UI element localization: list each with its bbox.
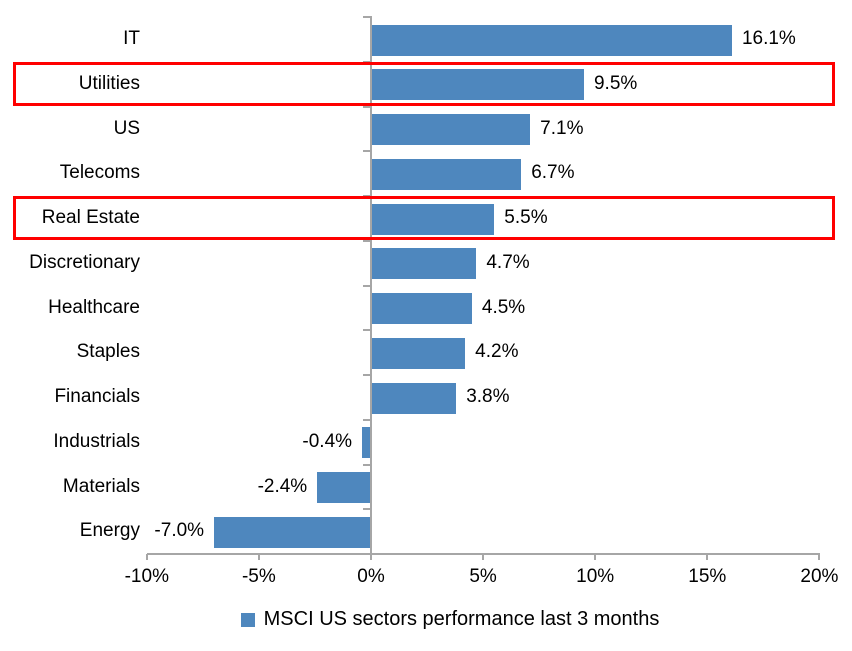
x-axis-tick-label: 15%: [688, 566, 727, 587]
x-axis-tick-label: 20%: [800, 566, 839, 587]
value-label: 5.5%: [504, 207, 548, 228]
category-axis-tick: [363, 284, 372, 287]
x-axis-tick-label: 5%: [469, 566, 497, 587]
category-axis-tick: [363, 418, 372, 421]
category-label: Healthcare: [48, 296, 140, 318]
legend-label: MSCI US sectors performance last 3 month…: [263, 608, 660, 630]
bar: [371, 337, 466, 369]
category-label: IT: [123, 28, 140, 49]
category-label: Industrials: [53, 430, 140, 452]
x-axis-tick: [706, 554, 709, 560]
bar: [371, 293, 472, 324]
value-label: 7.1%: [540, 117, 584, 139]
category-axis-tick: [363, 463, 372, 466]
category-axis-tick: [363, 508, 372, 511]
value-label: 9.5%: [593, 72, 638, 94]
bar: [371, 24, 732, 56]
category-label: Staples: [76, 341, 140, 363]
x-axis-tick-label: 0%: [357, 566, 385, 587]
x-axis-tick: [145, 554, 148, 560]
x-axis-tick: [257, 554, 260, 560]
x-axis-tick-label: -5%: [241, 566, 276, 587]
value-label: -0.4%: [302, 430, 353, 452]
x-axis-tick-label: -10%: [124, 566, 169, 587]
category-label: Discretionary: [29, 251, 140, 273]
value-label: -7.0%: [154, 520, 205, 542]
bar: [371, 248, 477, 280]
x-axis-tick: [594, 554, 597, 560]
value-label: 4.5%: [481, 296, 526, 318]
category-axis-tick: [363, 329, 372, 332]
bar: [371, 382, 457, 414]
category-axis-tick: [363, 16, 372, 18]
value-label: 4.7%: [486, 251, 530, 273]
bar: [371, 69, 584, 101]
category-axis-tick: [363, 150, 372, 153]
legend-swatch-icon: [240, 612, 255, 627]
x-axis-tick: [370, 554, 372, 560]
category-label: Utilities: [78, 72, 140, 94]
bar: [371, 158, 522, 190]
category-axis-tick: [363, 553, 372, 555]
category-label: Telecoms: [59, 162, 140, 184]
value-label: 3.8%: [466, 386, 510, 407]
value-label: -2.4%: [257, 475, 308, 497]
value-label: 4.2%: [475, 341, 519, 363]
category-label: Financials: [54, 386, 140, 407]
category-label: Energy: [79, 520, 140, 542]
bar: [362, 427, 371, 459]
value-label: 6.7%: [531, 162, 575, 184]
category-axis-tick: [363, 239, 372, 242]
bar: [371, 203, 495, 235]
category-label: Materials: [62, 475, 140, 497]
x-axis-tick: [482, 554, 485, 560]
y-axis-line: [370, 17, 372, 554]
value-label: 16.1%: [741, 28, 796, 49]
legend: MSCI US sectors performance last 3 month…: [0, 608, 852, 631]
x-axis-tick: [818, 554, 821, 560]
category-label: Real Estate: [41, 207, 140, 228]
category-label: US: [113, 117, 140, 139]
x-axis-tick-label: 10%: [576, 566, 615, 587]
category-axis-tick: [363, 105, 372, 108]
bar: [317, 472, 371, 503]
category-axis-tick: [363, 374, 372, 376]
bar: [214, 516, 371, 548]
bar: [371, 114, 531, 145]
